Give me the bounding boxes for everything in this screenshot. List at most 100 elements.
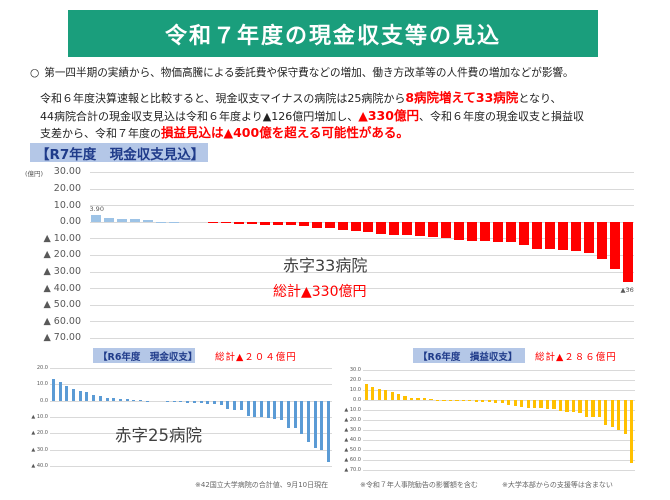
- bar: [539, 400, 543, 409]
- bar: [320, 400, 324, 450]
- bar: [468, 400, 472, 402]
- bar: [226, 400, 230, 409]
- y-tick-label: ▲ 20.0: [344, 417, 361, 423]
- y-tick-label: 10.0: [36, 381, 48, 388]
- gridline: [363, 430, 635, 431]
- main-chart-title: 【R7年度 現金収支見込】: [30, 143, 208, 163]
- gridline: [90, 304, 634, 306]
- y-tick-label: 10.00: [53, 199, 81, 211]
- bar: [429, 398, 433, 400]
- bar: [610, 400, 614, 427]
- bar: [448, 400, 453, 401]
- bar: [132, 400, 136, 401]
- gridline: [363, 370, 635, 371]
- bar: [118, 398, 122, 401]
- bar: [212, 400, 216, 405]
- bar: [363, 221, 374, 233]
- bar: [371, 387, 375, 400]
- bar: [565, 400, 569, 412]
- bar: [403, 396, 407, 400]
- bar: [623, 400, 627, 434]
- r6-cash-chart-title-text: 【R6年度 現金収支】: [98, 351, 198, 363]
- y-tick-label: ▲ 40.0: [344, 437, 361, 443]
- bar: [518, 221, 529, 246]
- bar: [327, 400, 331, 463]
- bar: [617, 400, 621, 430]
- gridline: [50, 384, 332, 386]
- bar: [253, 400, 257, 417]
- gridline: [363, 390, 635, 391]
- y-tick-label: ▲ 30.0: [31, 446, 48, 453]
- bar: [313, 400, 317, 449]
- gridline: [50, 400, 332, 402]
- bar: [557, 221, 568, 250]
- bar: [239, 400, 243, 411]
- bar: [105, 398, 109, 401]
- title-banner: 令和７年度の現金収支等の見込: [68, 10, 598, 57]
- bar: [578, 400, 582, 413]
- bar: [85, 392, 89, 401]
- bar: [324, 221, 335, 229]
- bar: [422, 398, 427, 400]
- bar: [117, 219, 128, 222]
- y-tick-label: ▲ 10.00: [43, 232, 81, 244]
- y-tick-label: 30.0: [349, 367, 361, 373]
- bar: [545, 400, 550, 409]
- bar: [570, 221, 581, 251]
- bar: [455, 400, 459, 401]
- bar: [376, 221, 387, 234]
- bar: [409, 397, 414, 400]
- y-tick-label: ▲ 10.0: [31, 414, 48, 420]
- y-tick-label: ▲ 70.0: [344, 467, 361, 473]
- gridline: [90, 271, 634, 273]
- bar: [454, 221, 465, 240]
- bar: [233, 221, 244, 224]
- y-tick-label: 10.0: [349, 387, 361, 393]
- y-tick-label: ▲ 10.0: [344, 407, 361, 413]
- gridline: [363, 410, 635, 411]
- gridline: [90, 238, 634, 240]
- gridline: [90, 205, 634, 207]
- bar: [104, 218, 115, 222]
- bar: [481, 400, 485, 402]
- y-axis: 20.0 10.0 0.0 ▲ 10.0 ▲ 20.0 ▲ 30.0 ▲ 40.0: [20, 365, 48, 469]
- summary-line-3: 支差から、令和７年度の損益見込は▲400億を超える可能性がある。: [40, 125, 584, 143]
- bar: [596, 221, 607, 260]
- bar: [143, 220, 154, 222]
- bar: [604, 400, 608, 426]
- bar: [221, 221, 231, 224]
- page-title: 令和７年度の現金収支等の見込: [164, 23, 501, 49]
- gridline: [90, 321, 634, 323]
- r6-cash-total: 総計▲２０４億円: [215, 352, 297, 363]
- bar: [192, 400, 196, 403]
- y-axis: 30.0 20.0 10.0 0.0 ▲ 10.0 ▲ 20.0 ▲ 30.0 ▲ 40.0 ▲…: [336, 367, 361, 473]
- gridline: [90, 172, 634, 173]
- bar: [266, 400, 270, 418]
- bar: [487, 400, 491, 403]
- r6-cash-chart-title: 【R6年度 現金収支】: [93, 348, 198, 363]
- y-tick-label: ▲ 60.00: [43, 315, 81, 327]
- bar: [71, 388, 75, 401]
- gridline: [90, 255, 634, 256]
- bar: [531, 221, 542, 250]
- plot-area: [50, 368, 332, 467]
- gridline: [50, 417, 332, 418]
- bar: [500, 400, 504, 404]
- bar: [384, 390, 388, 400]
- bar: [630, 400, 634, 464]
- bar: [533, 400, 537, 408]
- bar: [300, 400, 304, 434]
- bar: [389, 221, 400, 235]
- circle-bullet-icon: ○: [30, 67, 40, 79]
- bar: [493, 221, 503, 243]
- bar: [246, 221, 257, 225]
- bar: [402, 221, 413, 235]
- bar: [558, 400, 563, 411]
- gridline: [363, 400, 635, 401]
- data-label: 3.90: [89, 205, 104, 214]
- summary-highlight: ▲330億円: [358, 107, 419, 123]
- y-tick-label: ▲ 20.00: [43, 249, 81, 261]
- bar: [65, 386, 69, 401]
- bar: [298, 221, 309, 227]
- gridline: [363, 470, 635, 471]
